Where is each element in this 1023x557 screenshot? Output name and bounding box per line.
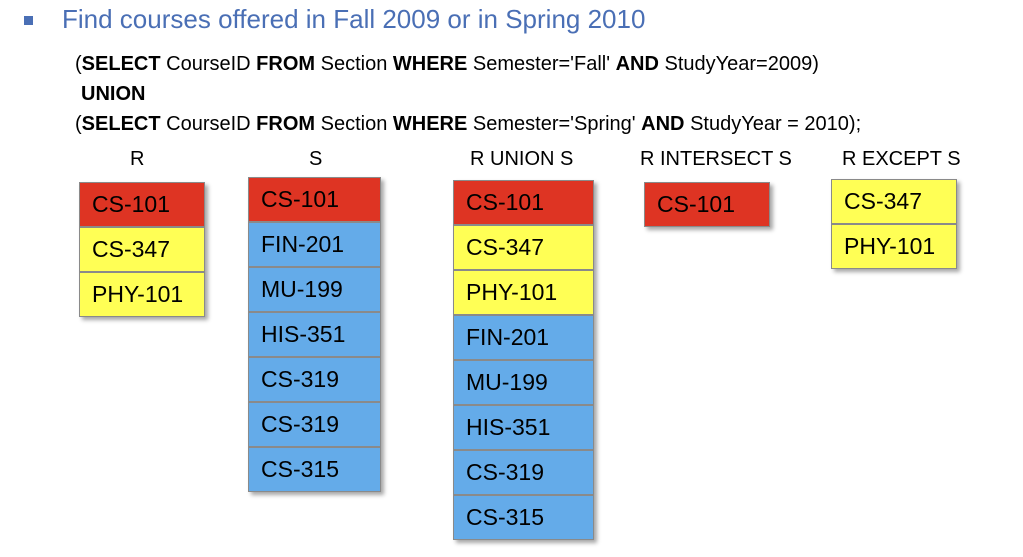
table-cell: CS-101 [453,180,594,225]
table-cell: CS-101 [79,182,205,227]
table-cell: CS-319 [453,450,594,495]
query-text: Semester='Spring' [467,113,642,135]
table-label-except: R EXCEPT S [842,148,961,170]
table-cell: MU-199 [453,360,594,405]
table-label-intersect: R INTERSECT S [640,148,792,170]
table-label-r: R [130,148,145,170]
table-cell: CS-315 [248,447,381,492]
table-cell: HIS-351 [453,405,594,450]
table-r-except-s: CS-347 PHY-101 [831,179,957,269]
query-text: ( [75,53,82,75]
table-s: CS-101 FIN-201 MU-199 HIS-351 CS-319 CS-319 CS… [248,177,381,492]
query-union-keyword: UNION [81,83,145,106]
table-cell: CS-347 [453,225,594,270]
table-cell: CS-319 [248,357,381,402]
table-cell: CS-101 [644,182,770,227]
query-keyword: WHERE [392,53,468,75]
table-cell: CS-347 [831,179,957,224]
table-label-union: R UNION S [470,148,574,170]
table-cell: PHY-101 [79,272,205,317]
query-keyword: WHERE [392,113,468,135]
table-cell: CS-319 [248,402,381,447]
table-cell: CS-315 [453,495,594,540]
query-keyword: FROM [256,53,316,75]
query-text: CourseID [160,113,257,135]
table-label-s: S [309,148,323,170]
table-cell: CS-101 [248,177,381,222]
query-text: Section [315,113,393,135]
query-keyword: SELECT [81,113,161,135]
table-cell: FIN-201 [453,315,594,360]
table-r-intersect-s: CS-101 [644,182,770,227]
query-keyword: AND [641,113,685,135]
table-cell: MU-199 [248,267,381,312]
query-line-3: (SELECT CourseID FROM Section WHERE Seme… [75,113,861,136]
query-keyword: FROM [256,113,316,135]
query-keyword: AND [615,53,659,75]
query-keyword: SELECT [81,53,161,75]
table-cell: PHY-101 [453,270,594,315]
query-text: StudyYear=2009) [658,53,819,75]
query-text: StudyYear = 2010); [684,113,862,135]
query-text: CourseID [160,53,257,75]
bullet-square-icon [24,16,33,25]
table-cell: CS-347 [79,227,205,272]
table-r: CS-101 CS-347 PHY-101 [79,182,205,317]
table-cell: PHY-101 [831,224,957,269]
query-line-1: (SELECT CourseID FROM Section WHERE Seme… [75,53,819,76]
query-text: Section [315,53,393,75]
slide-heading: Find courses offered in Fall 2009 or in … [62,4,646,34]
query-text: Semester='Fall' [467,53,616,75]
table-r-union-s: CS-101 CS-347 PHY-101 FIN-201 MU-199 HIS-351 C… [453,180,594,540]
table-cell: FIN-201 [248,222,381,267]
table-cell: HIS-351 [248,312,381,357]
query-text: ( [75,113,82,135]
query-keyword: UNION [81,83,146,105]
